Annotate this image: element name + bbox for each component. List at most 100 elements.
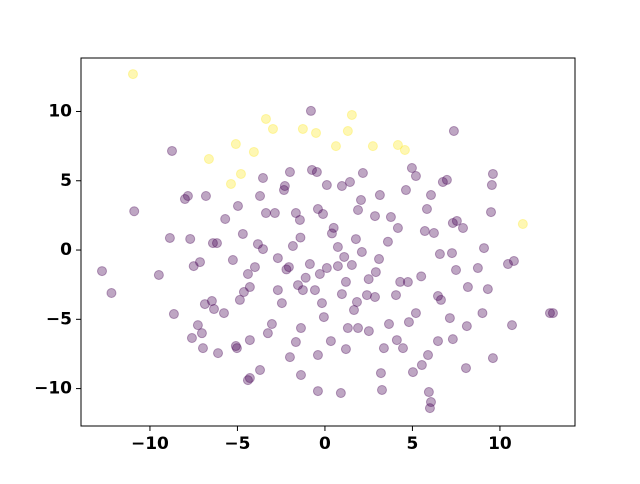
point (374, 254, 385, 265)
point (185, 233, 196, 244)
point (330, 141, 341, 152)
point (244, 335, 255, 346)
point (242, 269, 253, 280)
point (383, 319, 394, 330)
point (260, 208, 271, 219)
point (346, 109, 357, 120)
point (339, 251, 350, 262)
point (255, 191, 266, 201)
point (326, 228, 337, 239)
point (295, 232, 306, 243)
point (370, 267, 381, 278)
point (423, 350, 434, 361)
point (397, 343, 408, 354)
point (355, 195, 366, 206)
point (395, 276, 406, 287)
point (206, 296, 217, 307)
point (437, 177, 448, 188)
point (168, 309, 179, 320)
point (309, 285, 320, 296)
point (312, 204, 323, 215)
point (410, 171, 421, 182)
point (403, 317, 414, 328)
point (378, 343, 389, 354)
point (321, 180, 332, 191)
point (447, 334, 458, 345)
point (321, 263, 332, 274)
point (305, 105, 316, 116)
point (351, 296, 362, 307)
point (294, 214, 305, 225)
point (482, 284, 493, 295)
point (269, 208, 280, 219)
point (462, 282, 473, 293)
point (235, 168, 246, 179)
point (472, 263, 483, 274)
point (231, 343, 242, 354)
point (279, 181, 290, 192)
point (425, 397, 436, 408)
point (423, 387, 434, 398)
point (283, 262, 294, 273)
point (297, 285, 308, 296)
point (410, 308, 421, 319)
point (444, 313, 455, 324)
point (332, 241, 343, 252)
point (340, 344, 351, 355)
point (300, 272, 311, 283)
point (416, 271, 427, 282)
point (252, 239, 263, 250)
point (432, 336, 443, 347)
point (248, 146, 259, 157)
point (356, 246, 367, 257)
point (318, 209, 329, 220)
point (244, 373, 255, 384)
point (230, 341, 241, 352)
point (306, 164, 317, 175)
point (272, 285, 283, 296)
point (451, 215, 462, 226)
point (487, 168, 498, 179)
point (350, 234, 361, 245)
point (335, 388, 346, 399)
point (353, 204, 364, 215)
point (284, 167, 295, 178)
point (486, 207, 497, 218)
point (203, 154, 214, 165)
point (318, 312, 329, 323)
point (290, 337, 301, 348)
point (332, 261, 343, 272)
point (267, 123, 278, 134)
point (342, 126, 353, 137)
point (257, 172, 268, 183)
point (232, 200, 243, 211)
point (441, 174, 452, 185)
point (424, 403, 435, 414)
point (220, 214, 231, 224)
point (164, 232, 175, 243)
point (207, 238, 218, 249)
point (166, 145, 177, 156)
point (336, 289, 347, 300)
point (344, 177, 355, 188)
x-tick-label: −10 (131, 434, 169, 454)
point (129, 206, 140, 217)
x-tick-label: 5 (407, 434, 419, 454)
y-tick-label: 10 (48, 101, 72, 121)
y-tick-label: −10 (34, 379, 72, 399)
point (357, 168, 368, 178)
point (447, 218, 458, 229)
point (312, 350, 323, 361)
point (196, 328, 207, 339)
point (218, 308, 229, 319)
x-tick-label: 0 (319, 434, 331, 454)
point (325, 336, 336, 347)
point (316, 298, 327, 309)
point (336, 181, 347, 192)
y-tick-label: −5 (46, 309, 72, 329)
point (106, 287, 117, 298)
point (507, 320, 518, 331)
x-tick-label: 10 (488, 434, 512, 454)
point (547, 308, 558, 319)
